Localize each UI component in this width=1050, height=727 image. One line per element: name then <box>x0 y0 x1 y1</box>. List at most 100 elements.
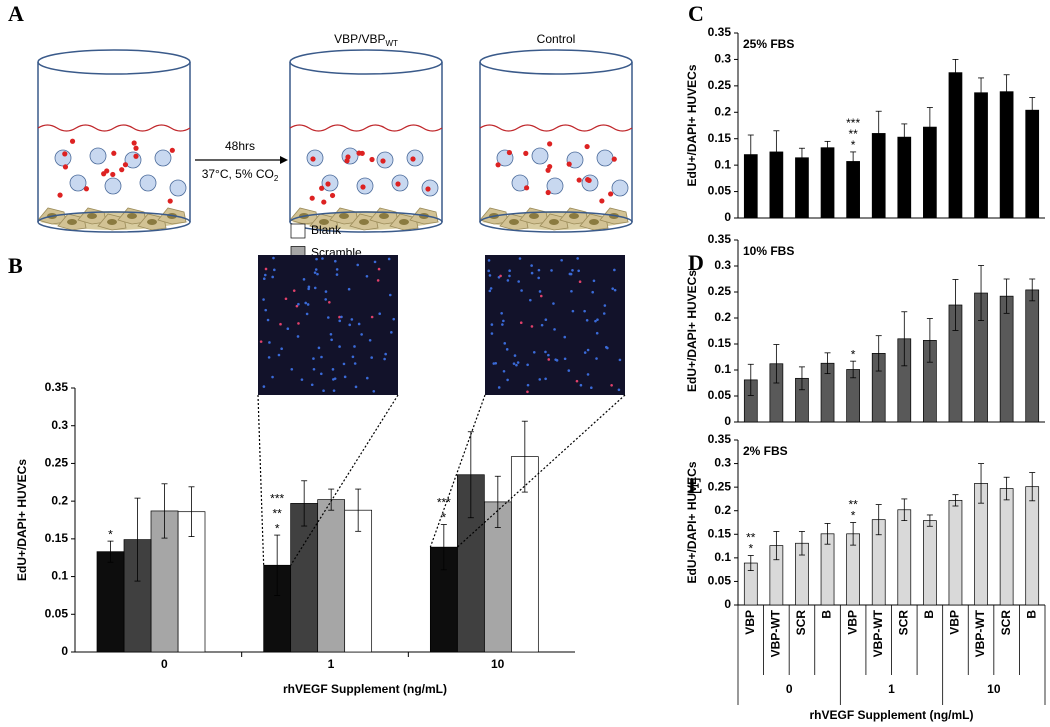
nucleus-dot <box>506 279 510 282</box>
bar <box>999 488 1014 606</box>
nucleus-dot <box>501 323 504 326</box>
bead <box>511 174 529 192</box>
bar <box>999 295 1014 423</box>
vegf <box>62 151 68 157</box>
vegf <box>495 162 501 168</box>
x-axis-label: rhVEGF Supplement (ng/mL) <box>810 708 974 722</box>
x-tick-label: B <box>820 610 834 619</box>
nucleus-dot <box>518 257 522 260</box>
nucleus-dot <box>373 260 377 264</box>
x-tick-label: VBP <box>845 610 859 635</box>
y-tick-label: 0.05 <box>708 574 732 588</box>
bar <box>317 499 346 653</box>
group-label: 1 <box>888 682 895 696</box>
nucleus-dot <box>284 297 288 301</box>
bead <box>69 174 87 192</box>
nucleus <box>147 219 157 225</box>
panel-note: 25% FBS <box>743 37 794 51</box>
nucleus-dot <box>505 348 509 351</box>
micrograph <box>485 255 625 395</box>
nucleus-dot <box>347 287 351 291</box>
nucleus-dot <box>315 257 318 261</box>
nucleus-dot <box>571 268 574 272</box>
nucleus-dot <box>488 274 492 277</box>
vegf <box>69 138 76 144</box>
vegf <box>611 156 617 162</box>
nucleus-dot <box>532 350 536 354</box>
significance: ** <box>848 498 858 512</box>
nucleus <box>569 213 579 219</box>
zoom-line <box>456 394 626 548</box>
vegf <box>101 171 107 177</box>
vegf <box>369 156 375 163</box>
bar <box>948 499 963 606</box>
vegf <box>547 163 553 170</box>
nucleus-dot <box>340 315 343 319</box>
y-tick-label: 0.15 <box>708 336 732 350</box>
nucleus <box>359 219 369 225</box>
y-tick-label: 0.25 <box>708 284 732 298</box>
zoom-line <box>257 394 265 566</box>
y-tick-label: 0.35 <box>708 432 732 446</box>
vegf <box>310 156 316 162</box>
nucleus-dot <box>537 268 541 272</box>
medium-surface <box>479 124 633 132</box>
nucleus-dot <box>555 359 559 362</box>
vegf <box>83 186 90 192</box>
y-tick-label: 0.25 <box>45 456 69 470</box>
x-tick-label: SCR <box>999 610 1013 636</box>
nucleus-dot <box>552 302 555 305</box>
significance: * <box>851 138 856 152</box>
nucleus-dot <box>540 323 544 327</box>
nucleus-dot <box>328 300 331 304</box>
significance: *** <box>270 491 284 505</box>
bead <box>154 149 172 167</box>
y-tick-label: 0.1 <box>51 569 68 583</box>
nucleus-dot <box>305 312 309 316</box>
nucleus-dot <box>490 323 494 326</box>
x-tick-label: 0 <box>161 657 168 671</box>
nucleus-dot <box>262 385 266 388</box>
nucleus-dot <box>502 319 505 323</box>
vegf <box>585 177 591 183</box>
nucleus-dot <box>494 362 498 365</box>
nucleus-dot <box>360 333 363 336</box>
vegf <box>321 199 327 205</box>
nucleus-dot <box>262 277 266 280</box>
significance: * <box>851 509 856 523</box>
y-tick-label: 0.25 <box>708 78 732 92</box>
nucleus-dot <box>372 390 376 393</box>
x-tick-label: 10 <box>491 657 505 671</box>
bar <box>1025 486 1040 606</box>
vegf <box>344 158 350 164</box>
nucleus-dot <box>264 267 268 271</box>
nucleus-dot <box>295 304 299 308</box>
nucleus <box>127 213 137 219</box>
nucleus-dot <box>586 348 590 352</box>
nucleus-dot <box>571 309 575 313</box>
nucleus-dot <box>617 388 621 392</box>
nucleus-dot <box>342 362 346 366</box>
nucleus-dot <box>271 275 274 279</box>
nucleus-dot <box>313 286 317 290</box>
nucleus-dot <box>335 273 339 276</box>
nucleus-dot <box>259 340 263 343</box>
vegf <box>133 153 139 159</box>
y-axis-label: EdU+/DAPI+ HUVECs <box>15 459 29 581</box>
y-axis-label: EdU+/DAPI+ HUVECs <box>685 461 699 583</box>
nucleus-dot <box>320 355 323 359</box>
nucleus-dot <box>497 386 501 389</box>
vegf <box>545 189 551 196</box>
panel-label: E <box>688 473 703 498</box>
nucleus-dot <box>618 358 622 362</box>
nucleus-dot <box>272 256 275 260</box>
nucleus-dot <box>307 287 310 291</box>
nucleus-dot <box>567 369 571 372</box>
nucleus <box>107 219 117 225</box>
condition-label: Control <box>537 32 576 46</box>
zoom-line <box>429 394 486 548</box>
nucleus <box>529 213 539 219</box>
vegf <box>576 177 582 183</box>
nucleus-dot <box>273 268 276 272</box>
nucleus-dot <box>592 279 596 283</box>
